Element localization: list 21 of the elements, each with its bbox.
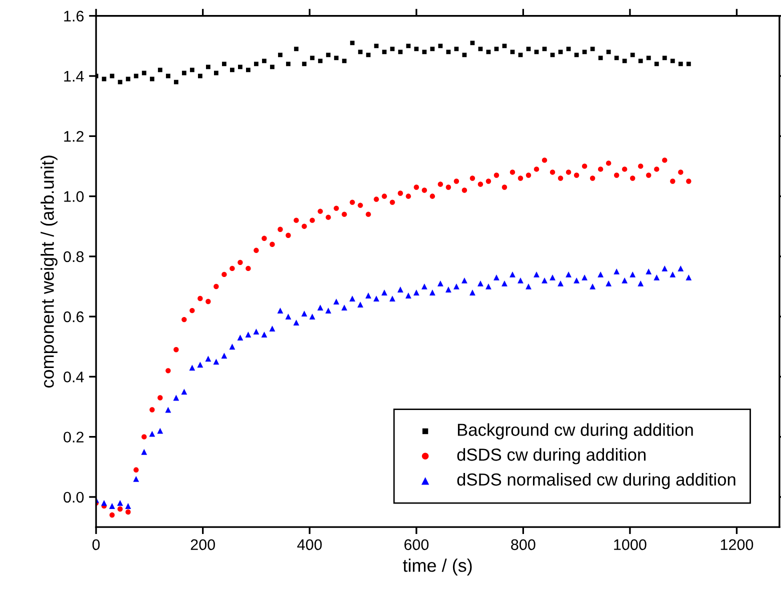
x-tick-label: 400 [297, 539, 322, 550]
y-tick-label: 0.6 [64, 311, 84, 322]
x-tick-label: 600 [404, 539, 429, 550]
x-tick-label: 1000 [614, 539, 646, 550]
x-tick-label: 1200 [720, 539, 754, 550]
y-tick-label: 0.8 [64, 251, 84, 262]
y-tick-label: 1.4 [64, 71, 84, 82]
y-tick-label: 0.4 [64, 372, 84, 382]
x-axis-title: time / (s) [402, 558, 472, 576]
x-tick-label: 200 [190, 539, 215, 550]
y-tick-label: 1.2 [64, 131, 84, 142]
y-tick-label: 1.0 [64, 191, 84, 202]
y-tick-label: 0.2 [64, 432, 84, 443]
y-axis-title: component weight / (arb.unit) [40, 156, 58, 388]
legend-label: dSDS cw during addition [457, 448, 646, 464]
legend-label: dSDS normalised cw during addition [457, 472, 736, 490]
x-tick-label: 0 [92, 539, 100, 550]
y-tick-label: 1.6 [64, 10, 84, 22]
x-tick-label: 800 [511, 539, 536, 550]
y-tick-label: 0.0 [64, 492, 84, 503]
legend-label: Background cw during addition [458, 423, 693, 440]
